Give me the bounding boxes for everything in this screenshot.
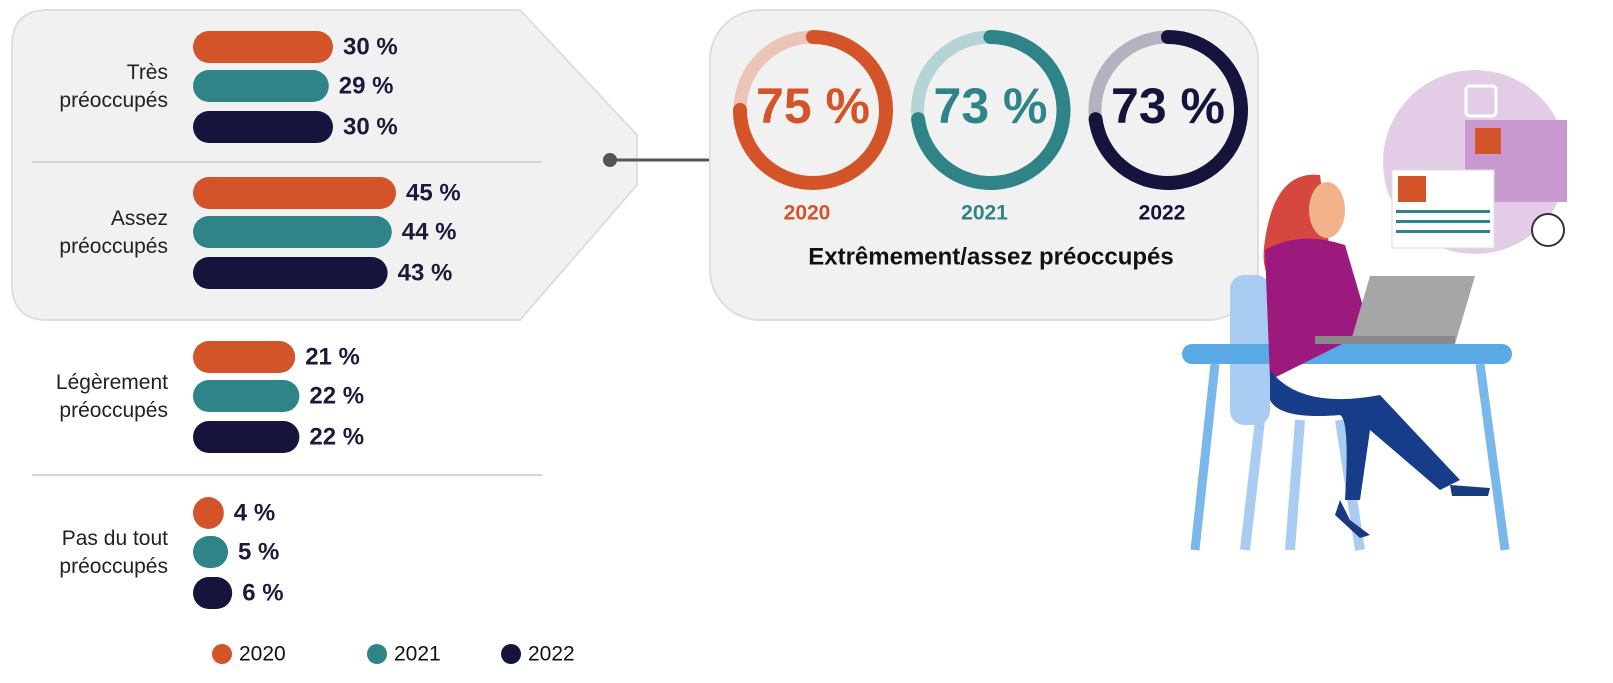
category-label: Pas du tout préoccupés	[59, 527, 168, 578]
bar	[193, 257, 388, 289]
value-label: 30 %	[343, 113, 398, 140]
value-label: 5 %	[238, 538, 279, 565]
value-label: 45 %	[406, 179, 461, 206]
bar	[193, 216, 392, 248]
value-label: 6 %	[242, 579, 283, 606]
bar	[193, 577, 233, 609]
bar	[193, 421, 300, 453]
category-label: Légèrement préoccupés	[55, 371, 168, 422]
bar	[193, 111, 333, 143]
legend-label: 2021	[394, 643, 441, 666]
value-label: 44 %	[402, 218, 457, 245]
bar	[193, 341, 296, 373]
bar	[193, 31, 333, 63]
donut-value: 73 %	[1111, 78, 1225, 134]
legend-swatch	[367, 644, 387, 664]
donut-value: 75 %	[756, 78, 870, 134]
value-label: 29 %	[339, 72, 394, 99]
donut-arc	[911, 30, 1071, 190]
bar	[193, 380, 300, 412]
value-label: 30 %	[343, 33, 398, 60]
value-label: 43 %	[398, 259, 453, 286]
bar	[193, 497, 224, 529]
donut-title: Extrêmement/assez préoccupés	[808, 243, 1174, 270]
legend-label: 2022	[528, 643, 575, 666]
value-label: 22 %	[309, 423, 364, 450]
donut-year: 2022	[1139, 202, 1186, 225]
bar	[193, 536, 228, 568]
value-label: 4 %	[234, 499, 275, 526]
legend-label: 2020	[239, 643, 286, 666]
bar	[193, 177, 396, 209]
connector-dot	[603, 153, 617, 167]
value-label: 21 %	[305, 343, 360, 370]
donut-arc	[1088, 30, 1248, 190]
legend-swatch	[212, 644, 232, 664]
donut-year: 2020	[784, 202, 831, 225]
donut-panel	[709, 9, 1259, 321]
donut-year: 2021	[961, 202, 1008, 225]
category-label: Assez préoccupés	[59, 207, 168, 258]
donut-value: 73 %	[934, 78, 1048, 134]
value-label: 22 %	[309, 382, 364, 409]
highlight-panel	[11, 9, 638, 321]
illustration	[1182, 70, 1567, 551]
legend-swatch	[501, 644, 521, 664]
category-label: Très préoccupés	[59, 61, 168, 112]
bar	[193, 70, 329, 102]
donut-arc	[733, 30, 893, 190]
